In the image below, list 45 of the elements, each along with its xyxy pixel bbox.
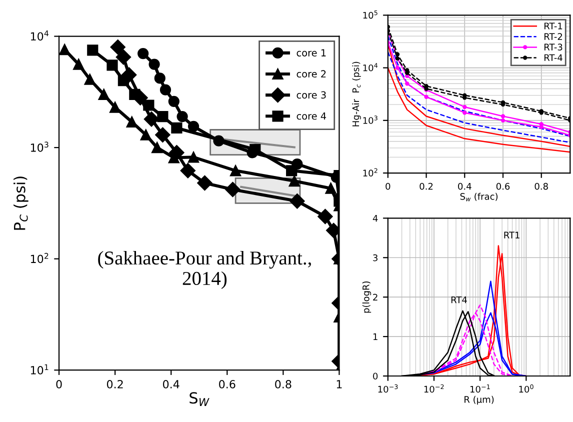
x-axis-title: R (μm) [464, 396, 494, 405]
y-tick-label: 10$^{4}$ [363, 63, 378, 72]
legend-label: RT-3 [544, 44, 562, 50]
x-tick-label: 10$^{−3}$ [378, 384, 398, 393]
y-tick-label: 1 [373, 333, 378, 340]
annotation: (Sakhaee-Pour and Bryant., 2014) [98, 250, 311, 289]
y-tick-label: 10$^{3}$ [363, 116, 378, 124]
x-tick-label: 0.8 [275, 380, 292, 388]
y-tick-label: 10$^{2}$ [30, 252, 48, 264]
x-tick-label: 0 [386, 182, 390, 190]
x-tick-label: 10$^{0}$ [519, 384, 534, 393]
y-tick-label: 3 [373, 254, 378, 262]
annotation: RT1 [504, 232, 520, 238]
x-tick-label: 0.2 [106, 380, 123, 388]
y-tick-label: 10$^{3}$ [30, 142, 48, 152]
legend-label: RT-2 [544, 33, 562, 40]
x-tick-label: 10$^{−2}$ [424, 384, 444, 393]
legend-label: core 2 [296, 70, 326, 78]
y-tick-label: 10$^{4}$ [30, 30, 48, 41]
y-tick-label: 2 [373, 294, 378, 301]
x-tick-label: 0.4 [458, 182, 472, 190]
x-tick-label: 0 [56, 380, 62, 388]
annotation: RT4 [451, 296, 467, 304]
y-tick-label: 10$^{5}$ [363, 10, 378, 19]
legend-label: RT-1 [544, 22, 562, 30]
y-axis-title: P$_{C}$ (psi) [14, 176, 28, 230]
y-tick-label: 10$^{2}$ [363, 168, 378, 177]
y-tick-label: 4 [372, 215, 378, 222]
y-axis-title: p(logR) [362, 281, 372, 313]
legend-label: core 1 [296, 49, 326, 56]
x-tick-label: 0.8 [534, 182, 548, 190]
x-tick-label: 0.2 [420, 182, 433, 190]
y-axis-title: Hg-Air P$_{c}$ (psi) [352, 62, 361, 126]
x-tick-label: 1 [336, 380, 342, 388]
y-tick-label: 10$^{1}$ [30, 364, 48, 374]
x-axis-title: S$_{W}$ [190, 392, 210, 406]
legend-label: core 4 [296, 112, 326, 120]
x-tick-label: 0.6 [496, 182, 510, 190]
legend-label: core 3 [296, 91, 326, 99]
x-tick-label: 0.4 [162, 380, 180, 388]
x-tick-label: 0.6 [219, 380, 236, 388]
y-tick-label: 0 [373, 372, 378, 380]
legend-label: RT-4 [544, 54, 562, 61]
x-tick-label: 10$^{−1}$ [470, 384, 490, 393]
x-axis-title: S$_{w}$ (frac) [460, 192, 498, 202]
